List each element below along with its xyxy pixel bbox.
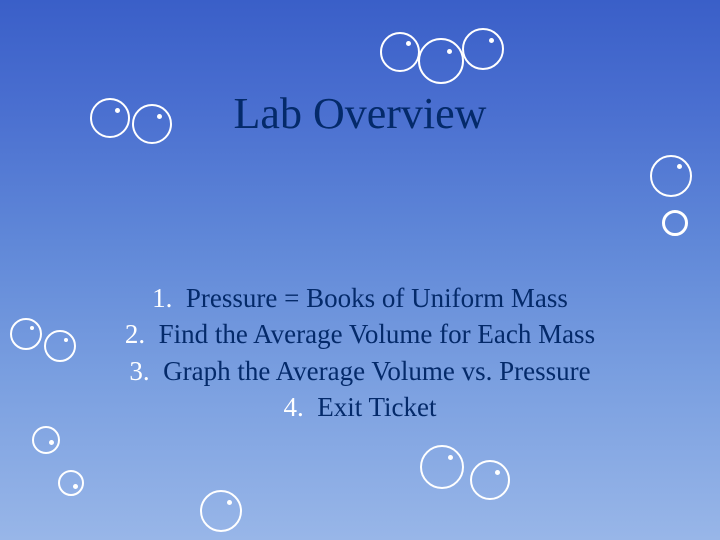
- bubble-icon: [650, 155, 692, 197]
- slide: Lab Overview 1. Pressure = Books of Unif…: [0, 0, 720, 540]
- bubble-icon: [380, 32, 420, 72]
- bubble-icon: [420, 445, 464, 489]
- bubble-icon: [32, 426, 60, 454]
- bubble-icon: [58, 470, 84, 496]
- bubble-icon: [44, 330, 76, 362]
- list-item: 2. Find the Average Volume for Each Mass: [0, 316, 720, 352]
- bubble-icon: [418, 38, 464, 84]
- bubble-icon: [90, 98, 130, 138]
- list-number: 4.: [283, 392, 303, 422]
- bubble-icon: [132, 104, 172, 144]
- list-item: 1. Pressure = Books of Uniform Mass: [0, 280, 720, 316]
- list-number: 1.: [152, 283, 172, 313]
- bubble-icon: [470, 460, 510, 500]
- bubble-icon: [200, 490, 242, 532]
- list-text: Find the Average Volume for Each Mass: [159, 319, 595, 349]
- list-number: 3.: [129, 356, 149, 386]
- list-text: Exit Ticket: [317, 392, 436, 422]
- list-item: 4. Exit Ticket: [0, 389, 720, 425]
- ordered-list: 1. Pressure = Books of Uniform Mass 2. F…: [0, 280, 720, 426]
- list-number: 2.: [125, 319, 145, 349]
- bubble-icon: [10, 318, 42, 350]
- list-text: Graph the Average Volume vs. Pressure: [163, 356, 590, 386]
- list-text: Pressure = Books of Uniform Mass: [186, 283, 568, 313]
- list-item: 3. Graph the Average Volume vs. Pressure: [0, 353, 720, 389]
- bubble-icon: [462, 28, 504, 70]
- bubble-icon: [662, 210, 688, 236]
